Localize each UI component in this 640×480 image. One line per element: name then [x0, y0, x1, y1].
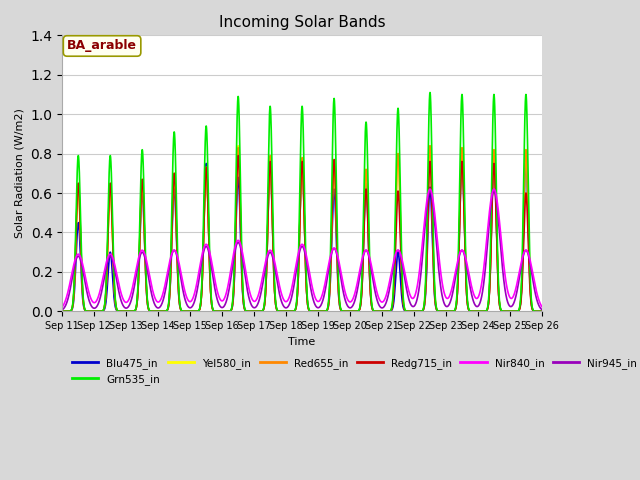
Title: Incoming Solar Bands: Incoming Solar Bands — [219, 15, 385, 30]
Y-axis label: Solar Radiation (W/m2): Solar Radiation (W/m2) — [15, 108, 25, 238]
Legend: Blu475_in, Grn535_in, Yel580_in, Red655_in, Redg715_in, Nir840_in, Nir945_in: Blu475_in, Grn535_in, Yel580_in, Red655_… — [67, 354, 640, 389]
X-axis label: Time: Time — [289, 336, 316, 347]
Text: BA_arable: BA_arable — [67, 39, 137, 52]
